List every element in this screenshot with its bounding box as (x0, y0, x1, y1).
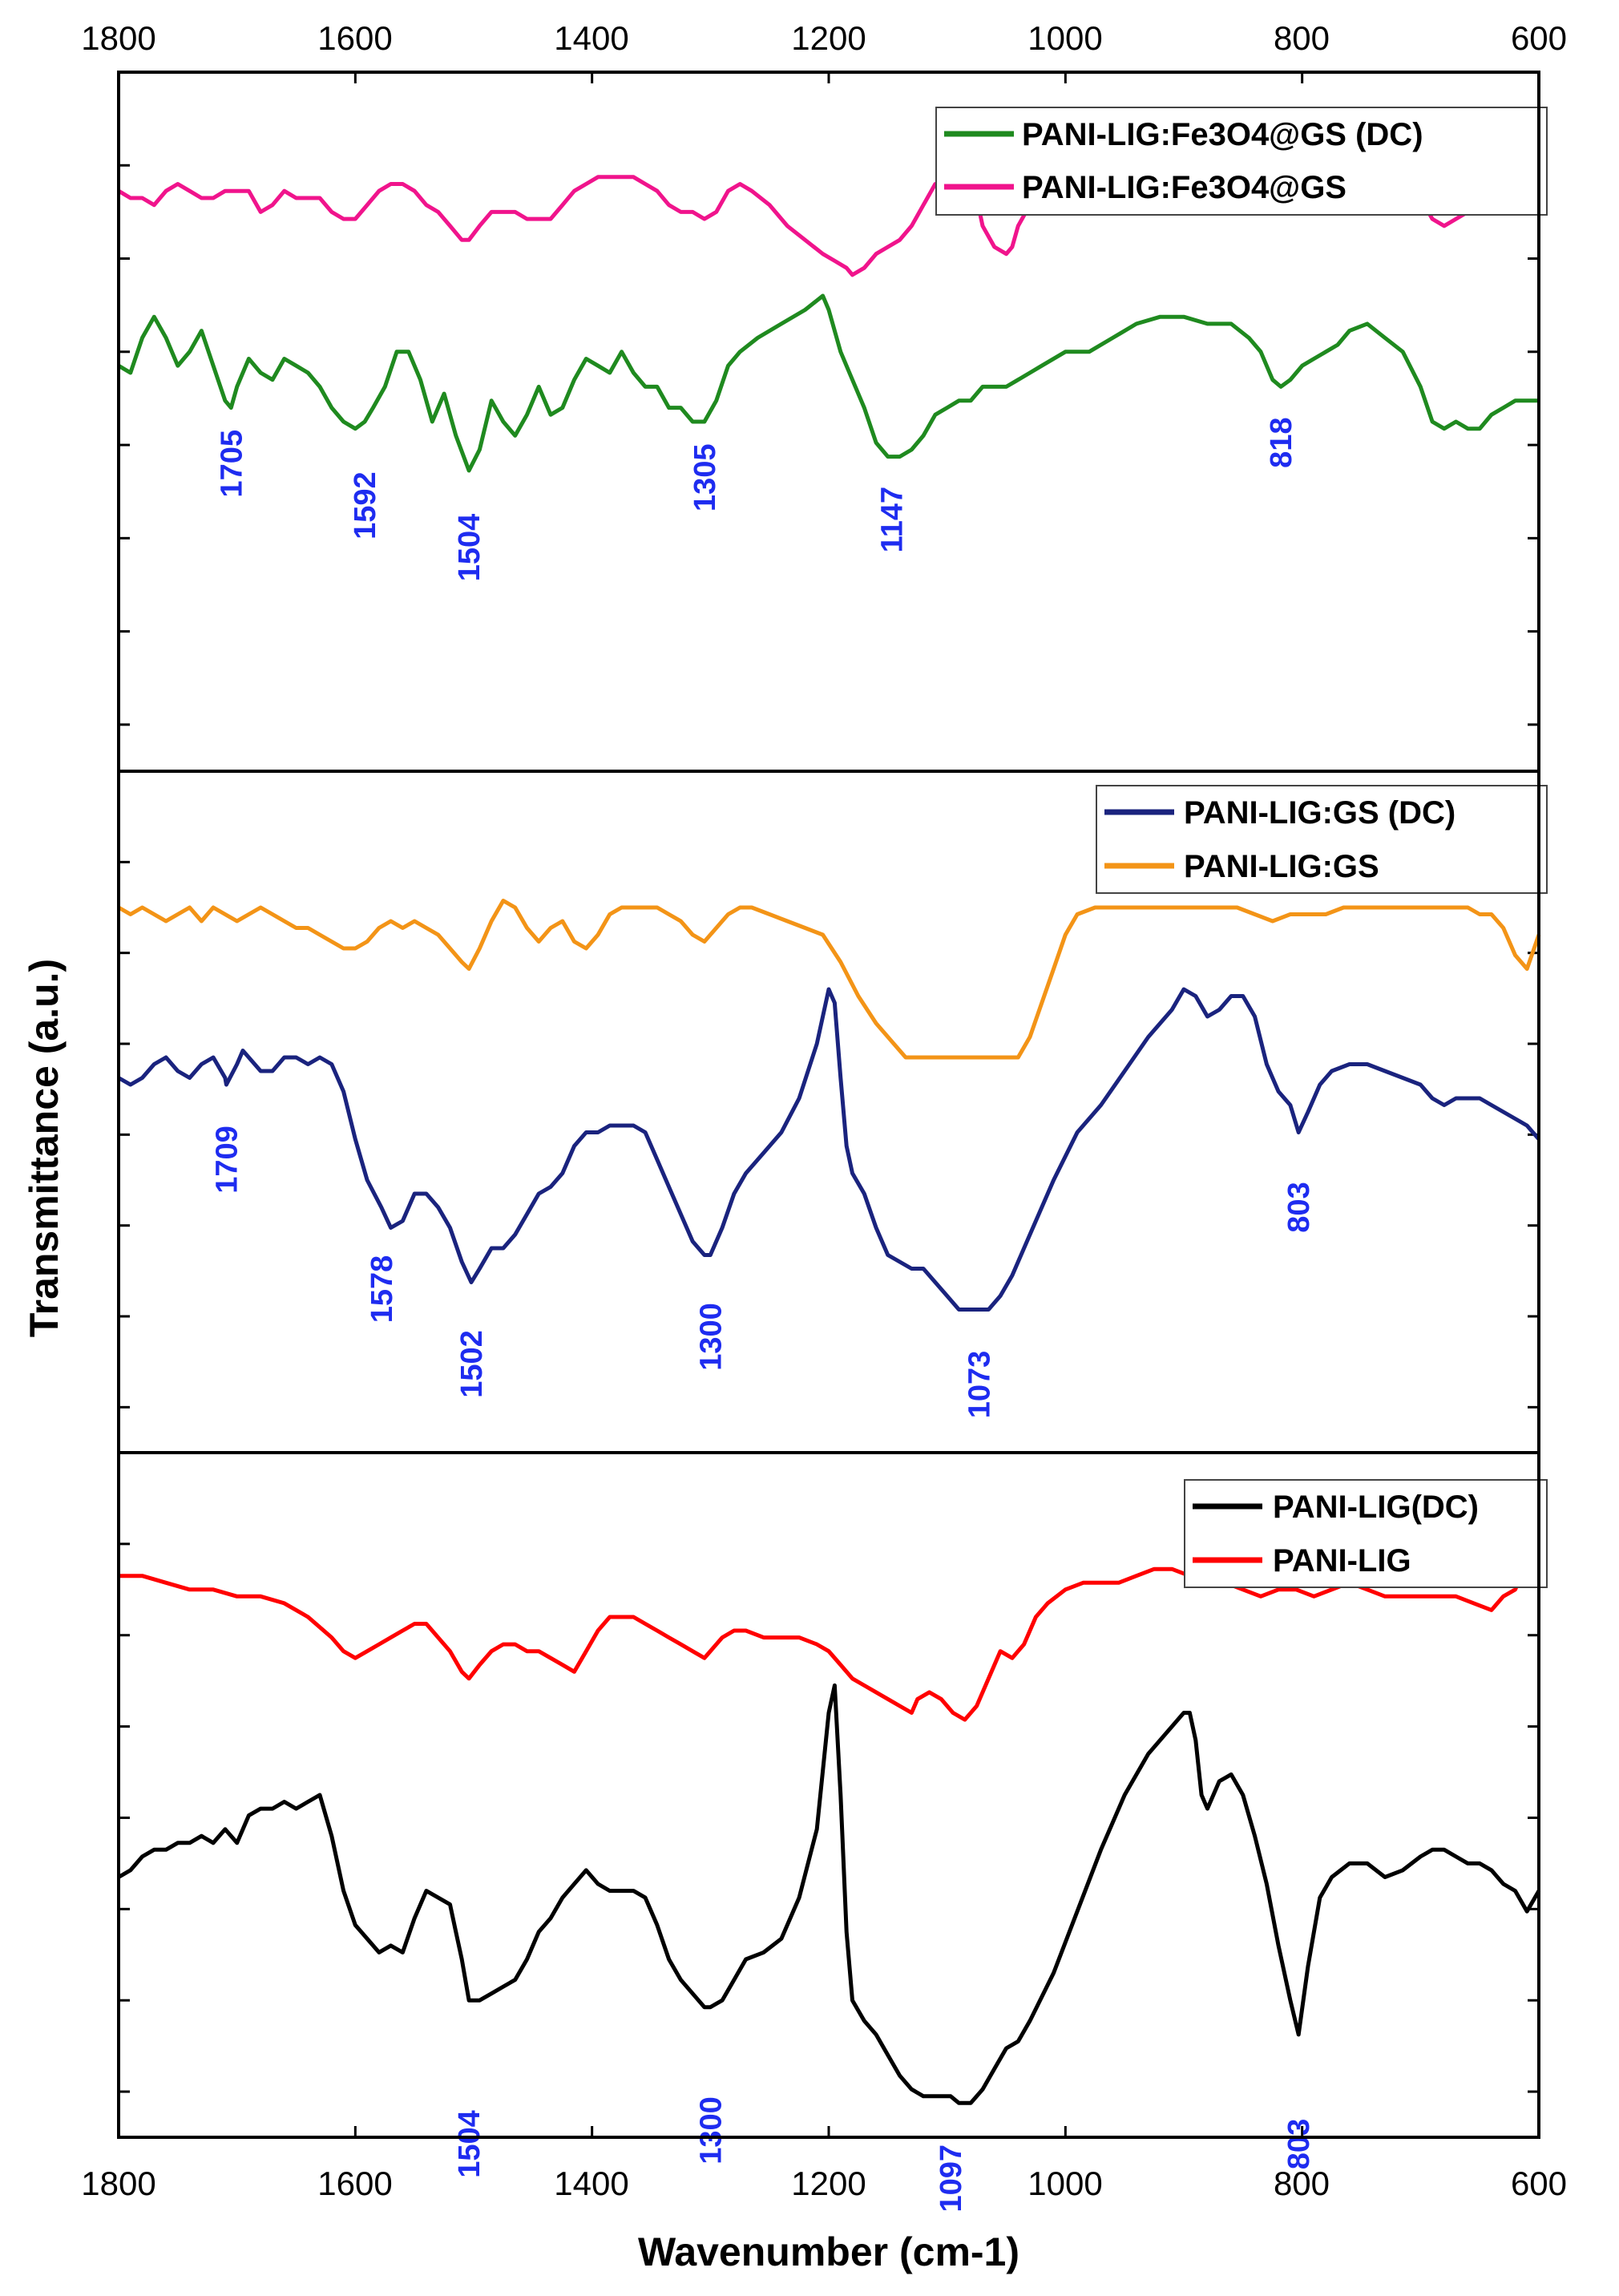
tick-marks-layer (117, 72, 1540, 2137)
plot-frame (117, 71, 1540, 2139)
peak-label: 1504 (453, 514, 487, 582)
peak-label: 818 (1265, 417, 1298, 467)
top-x-tick-labels: 1800 1600 1400 1200 1000 800 600 (81, 19, 1567, 57)
legend-label: PANI-LIG:GS (1184, 849, 1379, 884)
top-x-tick-label: 1200 (791, 19, 866, 57)
legend-label: PANI-LIG (1273, 1543, 1411, 1578)
top-x-tick-label: 1800 (81, 19, 155, 57)
peak-label: 1502 (455, 1330, 489, 1398)
peak-label: 1578 (365, 1255, 399, 1324)
legend-bottom: PANI-LIG(DC) PANI-LIG (1184, 1479, 1548, 1588)
bottom-x-tick-label: 1000 (1028, 2165, 1102, 2202)
series-line-pani-lig (119, 1560, 1540, 1722)
legend-top: PANI-LIG:Fe3O4@GS (DC) PANI-LIG:Fe3O4@GS (935, 107, 1548, 216)
bottom-x-tick-label: 1600 (317, 2165, 392, 2202)
peak-label: 803 (1282, 2119, 1316, 2169)
bottom-x-tick-label: 1200 (791, 2165, 866, 2202)
series-line-pani-lig-dc (117, 1683, 1541, 2105)
bottom-x-tick-label: 600 (1511, 2165, 1567, 2202)
peak-label: 1097 (935, 2144, 968, 2213)
legend-label: PANI-LIG(DC) (1273, 1490, 1479, 1525)
peak-label: 1705 (215, 430, 248, 498)
peak-label: 1504 (453, 2110, 487, 2178)
peak-label: 1073 (963, 1351, 997, 1419)
top-x-tick-label: 600 (1511, 19, 1567, 57)
peak-label: 803 (1282, 1182, 1316, 1232)
peak-label: 1300 (694, 1303, 728, 1371)
bottom-x-tick-label: 1800 (81, 2165, 155, 2202)
peak-label: 1300 (694, 2096, 728, 2165)
bottom-x-tick-label: 800 (1274, 2165, 1330, 2202)
x-axis-title: Wavenumber (cm-1) (638, 2229, 1019, 2274)
legend-top-box (935, 107, 1548, 216)
peak-labels-layer: 1705 1592 1504 1305 1147 818 1709 1578 1502 1300 1… (210, 417, 1316, 2212)
legend-middle-box (1096, 785, 1548, 894)
legend-label: PANI-LIG:Fe3O4@GS (1022, 170, 1346, 205)
series-line-pani-lig-gs-dc (117, 987, 1540, 1312)
bottom-x-tick-labels: 1800 1600 1400 1200 1000 800 600 (81, 2165, 1567, 2202)
top-x-tick-label: 1000 (1028, 19, 1102, 57)
legend-label: PANI-LIG:Fe3O4@GS (DC) (1022, 117, 1423, 152)
series-line-pani-lig-gs (117, 899, 1541, 1060)
legend-bottom-box (1184, 1479, 1548, 1588)
bottom-x-tick-label: 1400 (554, 2165, 628, 2202)
peak-label: 1147 (875, 487, 909, 552)
top-x-tick-label: 800 (1274, 19, 1330, 57)
peak-label: 1709 (210, 1126, 244, 1194)
series-line-pani-lig-fe3o4-gs-dc (117, 293, 1539, 473)
peak-label: 1305 (688, 444, 722, 512)
y-axis-title: Transmittance (a.u.) (22, 959, 67, 1337)
top-x-tick-label: 1400 (554, 19, 628, 57)
series-layer (117, 175, 1541, 2105)
legend-middle: PANI-LIG:GS (DC) PANI-LIG:GS (1096, 785, 1548, 894)
legend-label: PANI-LIG:GS (DC) (1184, 795, 1455, 831)
peak-label: 1592 (349, 471, 382, 540)
top-x-tick-label: 1600 (317, 19, 392, 57)
